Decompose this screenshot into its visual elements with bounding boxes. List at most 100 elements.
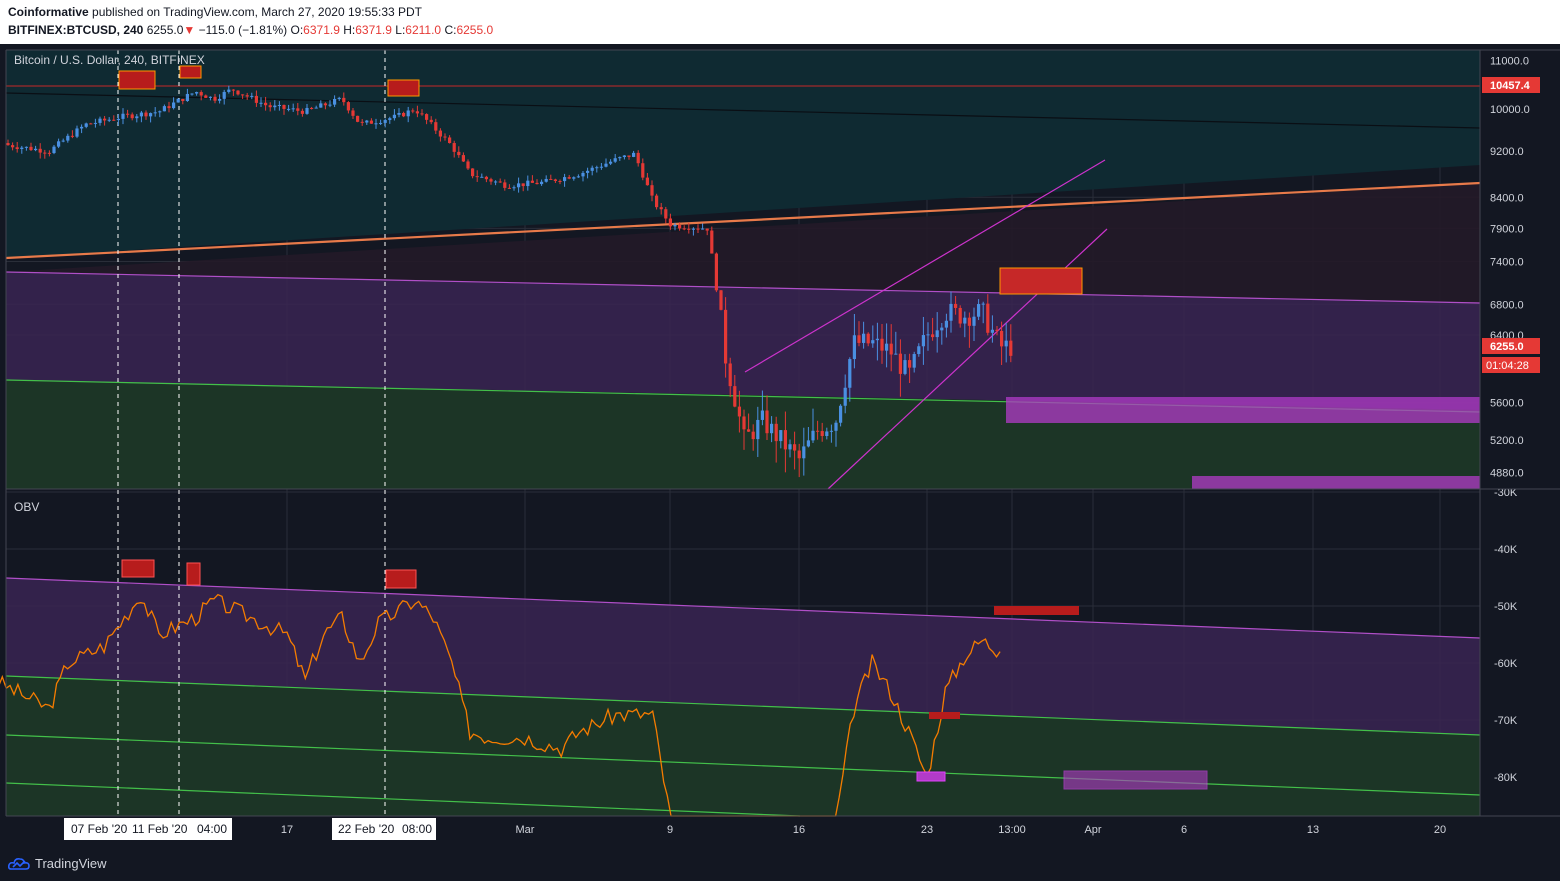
candle-body: [701, 228, 705, 230]
candle-body: [84, 123, 88, 127]
candle-body: [158, 111, 162, 113]
candle-body: [379, 122, 383, 124]
candle-body: [218, 98, 222, 101]
candle-body: [655, 195, 659, 208]
candle-body: [319, 103, 323, 108]
candle-body: [208, 96, 212, 98]
obv-small-red-box: [929, 712, 960, 719]
candle-body: [1000, 330, 1004, 347]
high-value: 6371.9: [355, 23, 392, 37]
candle-body: [466, 161, 470, 169]
obv-tick-label: -80K: [1494, 772, 1518, 784]
obv-target-box: [1063, 770, 1208, 790]
candle-body: [765, 410, 769, 434]
candle-body: [848, 359, 852, 388]
candle-body: [429, 119, 433, 123]
candle-body: [305, 107, 309, 114]
candle-body: [264, 102, 268, 106]
candle-body: [328, 104, 332, 106]
resistance-box: [999, 267, 1083, 295]
obv-tick-label: -70K: [1494, 715, 1518, 727]
published-text: published on TradingView.com, March 27, …: [88, 5, 423, 19]
candle-body: [107, 119, 111, 121]
footer: [0, 846, 1560, 881]
red-annotation-box: [387, 79, 420, 97]
candle-body: [834, 422, 838, 431]
candle-body: [576, 176, 580, 178]
price-tick-label: 7900.0: [1490, 223, 1524, 235]
crosshair-label-group-2: [332, 818, 436, 840]
candle-body: [756, 419, 760, 440]
candle-body: [843, 387, 847, 406]
candle-body: [185, 93, 189, 102]
candle-body: [480, 176, 484, 178]
candle-body: [852, 335, 856, 360]
price-tick-label: 9200.0: [1490, 146, 1524, 158]
brown-zone: [6, 183, 1480, 303]
candle-body: [126, 113, 130, 115]
candle-body: [521, 183, 525, 187]
candle-body: [894, 353, 898, 355]
price-tick-label: 11000.0: [1490, 56, 1529, 68]
candle-body: [190, 93, 194, 95]
candle-body: [751, 431, 755, 440]
candle-body: [415, 111, 419, 114]
tradingview-logo[interactable]: TradingView: [8, 856, 107, 871]
candle-body: [250, 95, 254, 97]
candle-body: [816, 430, 820, 432]
candle-body: [650, 185, 654, 196]
candle-body: [797, 450, 801, 459]
lower-support-box: [1192, 476, 1480, 489]
obv-pane-title: OBV: [14, 500, 39, 514]
candle-body: [986, 303, 990, 333]
obv-line: [0, 593, 1001, 817]
candle-body: [167, 106, 171, 109]
candle-body: [526, 180, 530, 187]
candle-body: [581, 172, 585, 177]
candle-body: [89, 123, 93, 125]
candle-body: [112, 119, 116, 121]
obv-tick-label: -40K: [1494, 544, 1518, 556]
candle-body: [287, 108, 291, 110]
red-annotation-box: [179, 65, 202, 79]
time-tick-label: 9: [667, 824, 673, 836]
candle-body: [494, 181, 498, 183]
candle-body: [783, 430, 787, 450]
candle-body: [434, 122, 438, 131]
obv-channel-low: [5, 734, 1481, 796]
resistance-trendline: [5, 181, 1481, 260]
candle-body: [737, 406, 741, 417]
publisher-line: Coinformative published on TradingView.c…: [8, 5, 422, 19]
candle-body: [236, 90, 240, 95]
high-label: H:: [343, 23, 356, 37]
candle-body: [93, 122, 97, 124]
candle-body: [323, 103, 327, 106]
candle-body: [103, 118, 107, 121]
chart-canvas[interactable]: 11000.0 10000.0 9200.0 8400.0 7900.0 7400.0 68…: [0, 44, 1560, 846]
time-tick-label: 13: [1307, 824, 1319, 836]
candle-body: [333, 98, 337, 105]
candle-body: [903, 360, 907, 374]
candle-body: [420, 113, 424, 115]
candle-body: [484, 176, 488, 180]
candle-body: [774, 423, 778, 442]
publisher-name[interactable]: Coinformative: [8, 5, 89, 19]
candle-body: [80, 126, 84, 129]
crosshair-label-group-1: [64, 818, 232, 840]
candle-body: [678, 224, 682, 229]
candle-body: [958, 307, 962, 324]
candle-body: [724, 309, 728, 364]
candle-body: [659, 207, 663, 210]
candle-body: [811, 430, 815, 441]
candle-body: [38, 148, 42, 153]
candle-body: [425, 114, 429, 120]
candle-body: [245, 95, 249, 97]
obv-tick-label: -50K: [1494, 601, 1518, 613]
countdown-badge-text: 01:04:28: [1486, 360, 1529, 372]
candle-body: [24, 146, 28, 148]
candle-body: [254, 95, 258, 103]
candle-body: [599, 166, 603, 168]
close-label: C:: [444, 23, 457, 37]
candle-body: [314, 107, 318, 109]
change-value: −115.0 (−1.81%): [198, 23, 288, 37]
